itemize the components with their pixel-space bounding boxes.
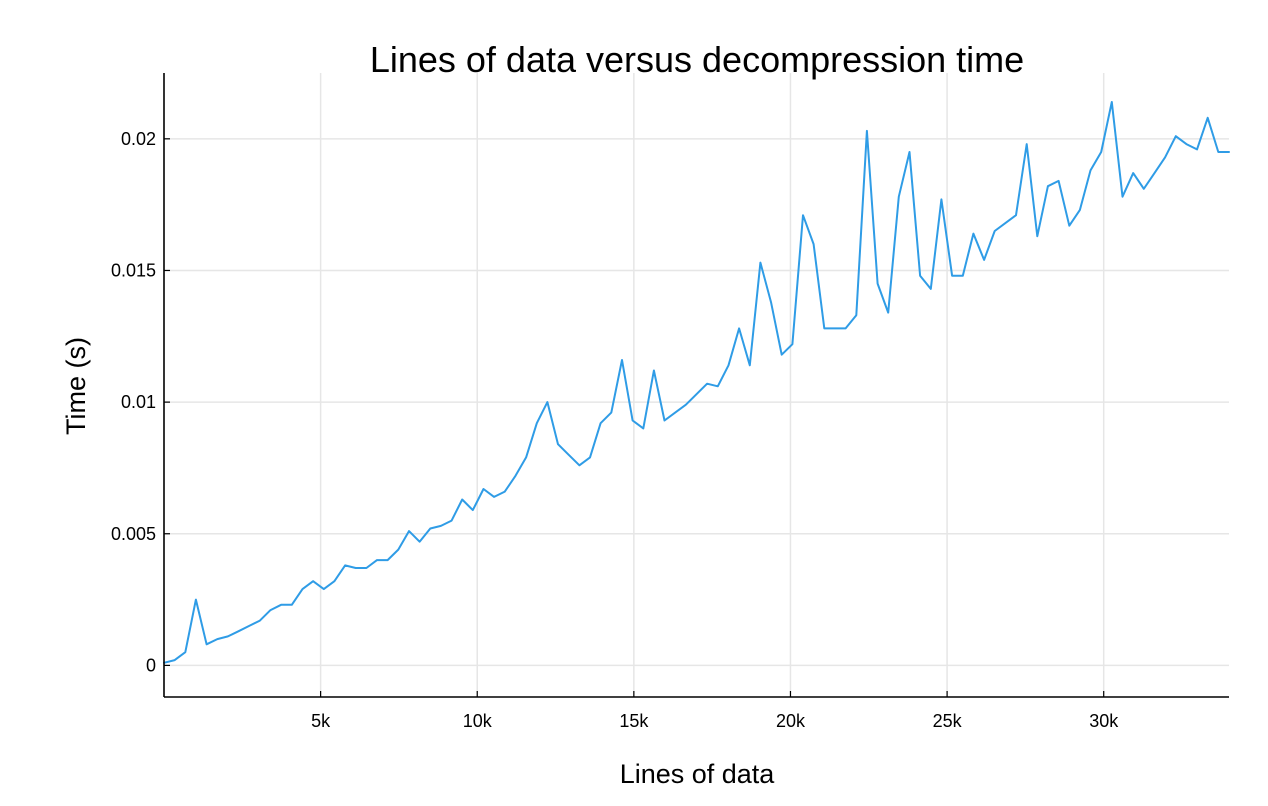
chart-title: Lines of data versus decompression time	[370, 39, 1024, 80]
series-line	[163, 101, 1230, 664]
y-tick-label: 0	[146, 655, 156, 675]
series-layer	[163, 101, 1230, 664]
tick-labels: 5k 10k 15k 20k 25k 30k 0 0.005 0.01 0.015 0.02	[111, 129, 1119, 731]
x-axis-label: Lines of data	[620, 759, 776, 789]
y-tick-label: 0.015	[111, 260, 156, 280]
axes	[163, 73, 1229, 698]
x-tick-label: 20k	[776, 711, 806, 731]
y-tick-label: 0.02	[121, 129, 156, 149]
y-tick-label: 0.01	[121, 392, 156, 412]
x-tick-label: 25k	[933, 711, 963, 731]
x-tick-label: 15k	[619, 711, 649, 731]
grid	[164, 73, 1229, 697]
x-tick-label: 30k	[1089, 711, 1119, 731]
y-tick-label: 0.005	[111, 524, 156, 544]
y-axis-label: Time (s)	[61, 337, 91, 435]
x-tick-label: 10k	[463, 711, 493, 731]
x-tick-label: 5k	[311, 711, 331, 731]
